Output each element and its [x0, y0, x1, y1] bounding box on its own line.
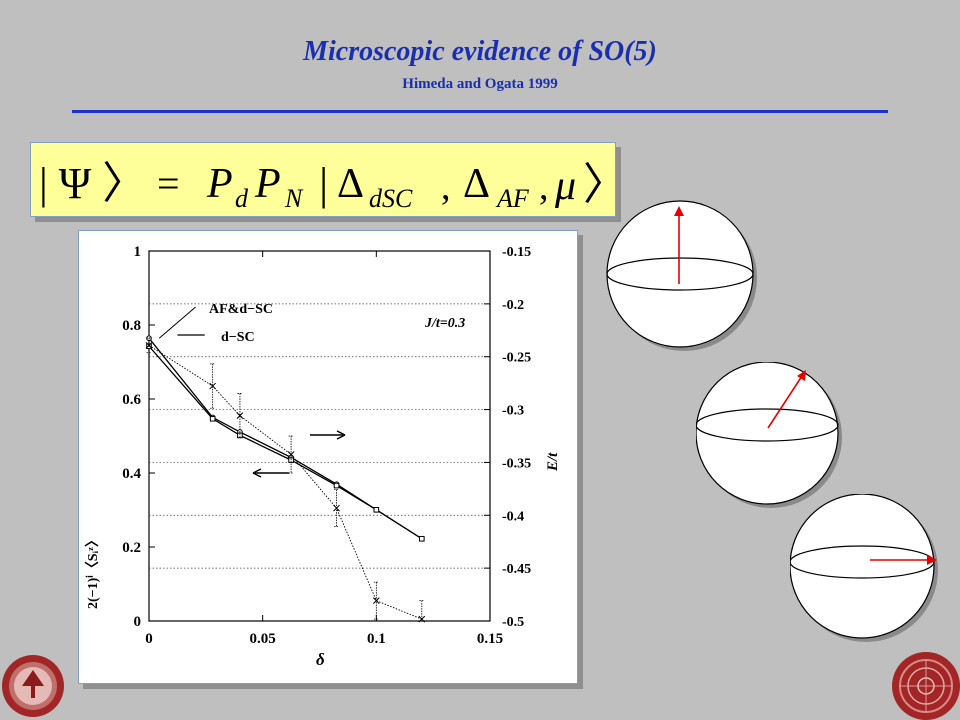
arrow-right-head-icon: [336, 430, 346, 440]
y-right-tick-label: -0.45: [502, 562, 531, 577]
y-right-tick-label: -0.25: [502, 351, 531, 366]
eq-p-symbol-2: P: [254, 161, 281, 207]
spin-arrow-head-icon: [927, 555, 937, 565]
data-point-moment: [236, 412, 244, 420]
spin-arrow-head-icon: [674, 206, 684, 216]
eq-equals: =: [157, 161, 180, 206]
sphere-equator: [790, 545, 935, 579]
spin-arrow-head-icon: [797, 370, 806, 381]
data-point-moment: [145, 341, 153, 349]
wavefunction-equation: | Ψ 〉 = P d P N | Δ dSC , Δ AF , μ 〉: [30, 142, 616, 217]
y-left-tick-label: 0.4: [122, 466, 141, 482]
x-tick-label: 0.1: [367, 631, 386, 647]
sphere-equator: [606, 257, 754, 291]
chart-annotation: J/t=0.3: [424, 316, 465, 331]
error-bar: [210, 363, 216, 409]
y-right-tick-label: -0.4: [502, 509, 524, 524]
data-point-dsc: [209, 415, 216, 422]
eq-p-sub-1: d: [235, 184, 249, 213]
data-point-moment: [209, 382, 217, 390]
spin-arrow-shaft: [767, 375, 803, 429]
error-bar: [288, 435, 294, 474]
sphere-middle: [696, 362, 842, 508]
sphere-bottom: [790, 494, 938, 642]
eq-comma-2: ,: [539, 166, 549, 208]
sphere-body: [790, 494, 935, 639]
data-point-dsc: [333, 482, 340, 489]
sphere-body: [606, 200, 754, 348]
eq-delta-sc: Δ: [337, 161, 364, 207]
series-line-moment: [148, 344, 422, 620]
eq-lhs: | Ψ 〉: [39, 159, 146, 208]
eq-delta-af-sub: AF: [495, 184, 530, 213]
arrow-left-head-icon: [252, 468, 262, 478]
error-bar: [373, 581, 379, 620]
series-line-dsc: [148, 345, 423, 540]
x-axis-label: δ: [316, 650, 325, 669]
series-line-af-dsc: [148, 337, 423, 540]
legend-label-af-dsc: AF&d−SC: [209, 302, 273, 317]
y-axis-label-left: 2(−1)ⁱ〈Sᵢᶻ〉: [85, 533, 101, 609]
eq-mu: μ: [554, 163, 576, 209]
sphere-equator: [696, 408, 839, 442]
error-bar: [419, 600, 425, 622]
eq-delta-sc-sub: dSC: [369, 184, 413, 213]
y-right-tick-label: -0.3: [502, 404, 524, 419]
sphere-top: [606, 200, 757, 351]
y-right-tick-label: -0.35: [502, 456, 531, 471]
eq-p-sub-2: N: [284, 184, 304, 213]
slide-title: Microscopic evidence of SO(5): [303, 36, 657, 67]
y-left-tick-label: 1: [134, 244, 142, 260]
error-bar: [334, 489, 340, 528]
plot-frame: [148, 250, 491, 622]
x-tick-label: 0: [145, 631, 153, 647]
legend-label-dsc: d−SC: [221, 330, 255, 345]
chart-svg: 2(−1)ⁱ〈Sᵢᶻ〉 E/t δ J/t=0.3 AF&d−SC d−SC -…: [85, 244, 561, 669]
university-seal-icon: [892, 652, 960, 720]
chart-figure: 2(−1)ⁱ〈Sᵢᶻ〉 E/t δ J/t=0.3 AF&d−SC d−SC -…: [78, 230, 578, 684]
sphere-body: [696, 362, 839, 505]
y-axis-label-right: E/t: [545, 452, 561, 472]
eq-delta-af: Δ: [463, 161, 490, 207]
error-bar: [146, 337, 152, 354]
y-right-tick-label: -0.2: [502, 298, 524, 313]
x-tick-label: 0.15: [477, 631, 503, 647]
slide-subtitle: Himeda and Ogata 1999: [402, 76, 558, 92]
equation-svg: | Ψ 〉 = P d P N | Δ dSC , Δ AF , μ 〉: [39, 158, 615, 213]
y-right-tick-label: -0.5: [502, 615, 524, 630]
eq-comma-1: ,: [441, 166, 451, 208]
title-divider: [72, 110, 888, 113]
data-point-dsc: [419, 535, 425, 542]
y-right-tick-label: -0.15: [502, 245, 531, 260]
eq-rhs-open: |: [319, 158, 328, 209]
y-left-tick-label: 0.2: [122, 540, 141, 556]
y-left-tick-label: 0: [134, 614, 142, 630]
eq-p-symbol-1: P: [206, 161, 233, 207]
eq-rhs-close: 〉: [583, 160, 615, 209]
error-bar: [237, 393, 243, 439]
y-left-tick-label: 0.8: [122, 318, 141, 334]
data-point-dsc: [373, 506, 380, 513]
y-left-tick-label: 0.6: [122, 392, 141, 408]
x-tick-label: 0.05: [250, 631, 276, 647]
stanford-seal-icon: [2, 655, 64, 717]
legend-connector-af-dsc: [158, 306, 196, 339]
